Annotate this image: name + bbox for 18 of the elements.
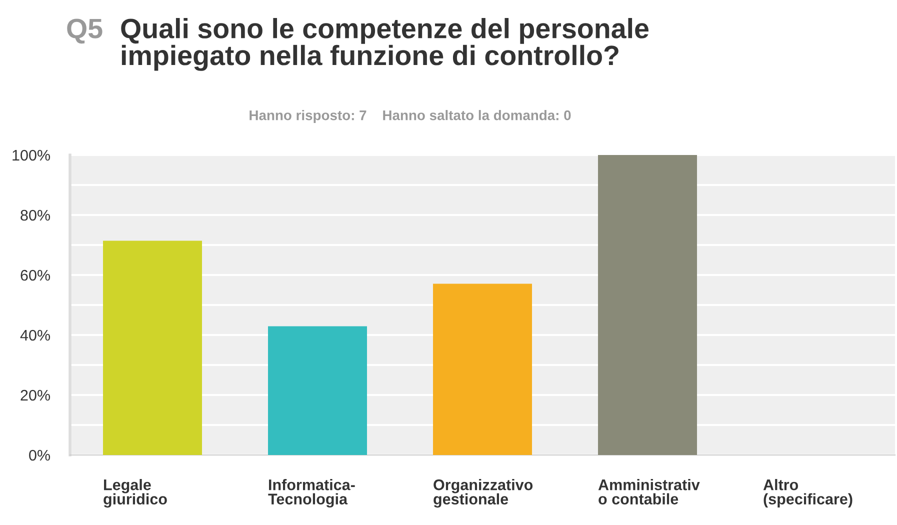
bar [268,326,367,455]
y-tick-label: 40% [20,330,50,341]
x-tick-label: Organizzativo gestionale [434,479,533,508]
chart-subtitle: Hanno risposto: 7 Hanno saltato la domanda: 0 [250,110,571,123]
y-tick-label: 20% [20,390,50,401]
text: Q5 [67,18,102,44]
bar [103,240,202,455]
bar [598,155,697,455]
chart-title: Quali sono le competenze del personale impiegato nella funzione di controllo? [121,18,649,71]
x-tick-label: Amministrativ o contabile [598,479,700,504]
bar [433,284,532,455]
y-tick-label: 60% [20,270,50,281]
x-tick-label: Informatica- Tecnologia [268,479,355,508]
x-tick-label: Altro (specificare) [763,479,852,508]
y-tick-label: 0% [29,450,50,461]
y-tick-label: 80% [20,210,50,221]
y-tick-label: 100% [12,150,50,161]
x-tick-label: Legale giuridico [104,479,167,508]
